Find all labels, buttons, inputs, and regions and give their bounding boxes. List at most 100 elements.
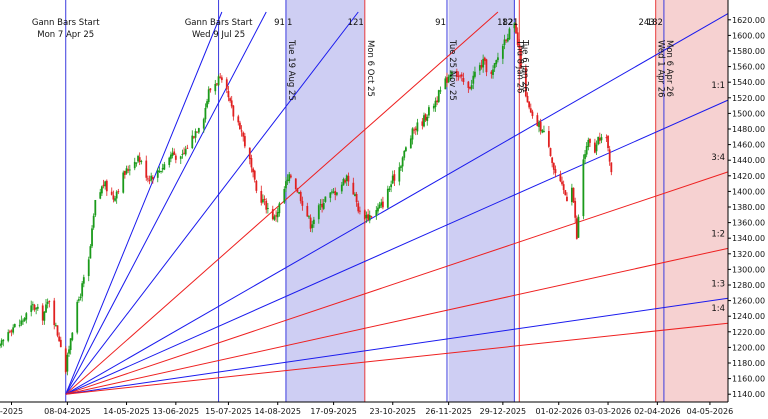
candle-body (114, 198, 116, 201)
candle-body (184, 149, 187, 155)
cycle-date-label: Wed 1 Apr 26 (656, 40, 666, 98)
gann-fan-line (65, 11, 499, 395)
candle-body (286, 179, 289, 182)
candle-body (368, 214, 371, 221)
candle-body (271, 209, 274, 220)
candle-body (197, 128, 200, 133)
candle-body (446, 77, 448, 83)
candle-body (424, 114, 427, 121)
candle-body (370, 216, 373, 218)
candle-body (301, 200, 304, 206)
y-tick-label: 1380.00 (732, 203, 765, 212)
candle-body (145, 160, 148, 178)
candle-body (340, 184, 343, 192)
candle-body (87, 259, 90, 277)
candle-body (413, 129, 416, 131)
candle-body (306, 205, 309, 217)
candle-body (552, 163, 555, 170)
candle-body (436, 100, 439, 103)
candle-body (459, 75, 462, 77)
candle-body (89, 246, 92, 259)
candle-body (100, 186, 103, 194)
candle-body (541, 130, 544, 133)
cycle-header-title: Gann Bars Start (32, 18, 100, 28)
candles (0, 18, 613, 376)
y-tick-label: 1480.00 (732, 125, 765, 134)
candle-body (317, 205, 320, 220)
y-tick-label: 1580.00 (732, 47, 765, 56)
x-tick-label: 15-07-2025 (205, 407, 252, 416)
cycle-count-label: 121 (502, 18, 518, 28)
candle-body (467, 81, 470, 88)
cycle-date-label: Mon 6 Oct 25 (365, 40, 375, 97)
candle-body (352, 182, 355, 195)
gann-fan-line (65, 247, 729, 395)
y-tick-label: 1240.00 (732, 312, 765, 321)
candle-body (505, 39, 508, 41)
candle-body (347, 175, 350, 182)
cycle-count-label: 1 (287, 18, 292, 28)
x-tick-label: 14-05-2025 (103, 407, 150, 416)
x-tick-label: 17-09-2025 (310, 407, 357, 416)
candle-body (232, 105, 235, 117)
x-tick-label: 26-11-2025 (425, 407, 472, 416)
cycle-date-label: Tue 6 Jan 26 (519, 39, 529, 92)
candle-body (104, 181, 107, 187)
gann-fan (65, 11, 729, 395)
candle-body (66, 354, 69, 372)
candle-body (283, 188, 286, 203)
candle-body (439, 90, 442, 92)
candle-body (526, 95, 529, 103)
candle-body (363, 210, 366, 220)
candle-body (12, 327, 15, 333)
candle-body (214, 83, 217, 92)
candle-body (539, 121, 542, 132)
candle-body (0, 343, 1, 347)
candle-body (10, 330, 13, 332)
candle-body (312, 219, 315, 225)
candle-body (515, 23, 517, 34)
y-tick-label: 1180.00 (732, 359, 765, 368)
candle-body (331, 191, 333, 193)
x-tick-label: 14-08-2025 (254, 407, 301, 416)
candle-body (388, 188, 391, 191)
candle-body (230, 100, 233, 107)
candle-body (490, 71, 493, 75)
candle-body (160, 170, 162, 172)
candle-body (600, 137, 603, 141)
candle-body (449, 74, 452, 78)
x-axis: -2025 08-04-2025 14-05-2025 13-06-2025 15-07… (0, 401, 733, 416)
candle-body (411, 128, 414, 140)
candle-body (319, 204, 322, 206)
candle-body (2, 339, 5, 342)
candle-body (607, 135, 609, 149)
candle-body (390, 184, 393, 188)
candle-body (209, 88, 212, 91)
candle-body (239, 122, 241, 130)
candle-body (275, 215, 277, 217)
candle-body (513, 23, 516, 29)
candle-body (566, 196, 568, 202)
y-tick-label: 1600.00 (732, 31, 765, 40)
gann-fan-line (65, 99, 729, 395)
candle-body (150, 175, 153, 181)
candle-body (248, 147, 251, 160)
y-tick-label: 1420.00 (732, 172, 765, 181)
candle-body (33, 304, 36, 310)
candle-body (54, 325, 57, 327)
candle-body (30, 305, 33, 312)
candle-body (572, 187, 575, 203)
candle-body (22, 320, 24, 322)
candle-body (455, 71, 458, 77)
gann-fan-line (65, 13, 729, 395)
candle-body (112, 195, 115, 200)
candle-body (501, 45, 504, 59)
cycle-count-label: 121 (348, 18, 364, 28)
candle-body (472, 75, 475, 84)
candle-body (457, 75, 460, 77)
candle-body (344, 180, 347, 183)
cycle-header-date: Wed 9 Jul 25 (192, 30, 245, 40)
candle-body (253, 170, 256, 180)
